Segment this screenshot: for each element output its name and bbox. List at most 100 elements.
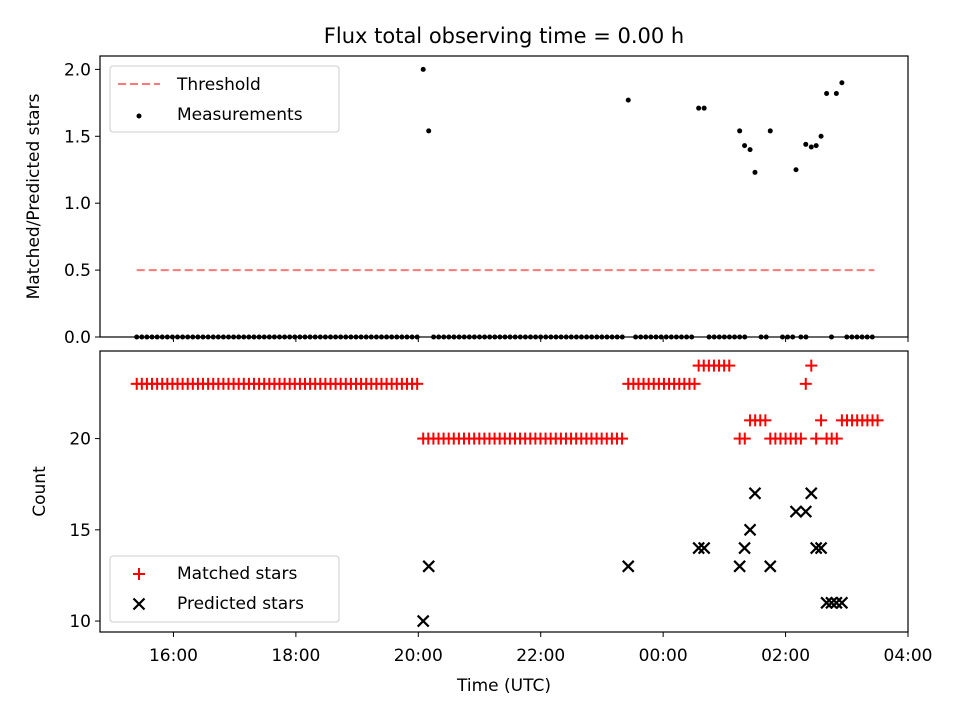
count-legend-box: [109, 555, 340, 623]
measurement-point: [737, 128, 743, 134]
count-y-axis-label: Count: [30, 466, 50, 517]
count-x-tick-label: 16:00: [149, 646, 198, 666]
predicted-star-point: [835, 596, 849, 610]
measurement-point: [813, 143, 819, 149]
predicted-star-point: [799, 505, 813, 518]
measurement-point: [793, 167, 799, 173]
predicted-star-point-b: [820, 596, 833, 610]
measurement-point: [767, 128, 773, 134]
measurement-point: [742, 143, 748, 149]
predicted-star-point-b: [748, 487, 762, 500]
predicted-star-point-b: [789, 505, 803, 518]
predicted-star-point: [789, 505, 803, 518]
ratio-y-tick-label: 1.5: [64, 127, 91, 147]
ratio-y-tick-label: 1.0: [64, 194, 91, 214]
predicted-star-point-b: [733, 560, 746, 573]
predicted-star-point-b: [835, 596, 849, 610]
ratio-y-tick-label: 0.5: [64, 261, 91, 281]
ratio-y-ticks: 0.0 0.5 1.0 1.5 2.0: [64, 60, 100, 348]
predicted-star-point-b: [416, 614, 430, 628]
predicted-star-point-b: [422, 560, 435, 573]
predicted-star-point-b: [692, 541, 705, 555]
count-x-tick-label: 00:00: [639, 646, 688, 666]
chart-title: Flux total observing time = 0.00 h: [324, 24, 684, 48]
count-x-ticks: 16:00 18:00 20:00 22:00 00:00 02:00 04:00: [149, 632, 933, 666]
matched-star-point: [799, 377, 812, 390]
measurement-point: [824, 90, 830, 96]
matched-star-point: [810, 432, 823, 445]
matched-star-point: [688, 377, 701, 390]
measurement-point: [420, 66, 426, 72]
measurement-point: [839, 80, 845, 86]
count-panel: 10 15 20 16:00 18:00 20:00 22:00 00:00 02:00 04:…: [30, 350, 933, 696]
measurement-point: [747, 147, 753, 153]
count-y-tick-label: 20: [69, 430, 91, 450]
predicted-star-point: [830, 596, 843, 610]
x-axis-label: Time (UTC): [456, 676, 551, 696]
legend-threshold-label: Threshold: [176, 75, 261, 95]
predicted-star-point: [697, 541, 711, 555]
predicted-star-point-b: [621, 560, 635, 573]
legend-matched-swatch: [133, 568, 145, 580]
legend-predicted-swatch: [132, 597, 146, 611]
predicted-star-point: [809, 541, 823, 555]
ratio-y-tick-label: 2.0: [64, 60, 91, 80]
count-axes-frame: [99, 350, 909, 633]
count-y-tick-label: 10: [69, 612, 91, 632]
legend-matched-label: Matched stars: [177, 564, 297, 584]
measurement-point: [818, 133, 824, 139]
predicted-star-point: [743, 523, 757, 537]
predicted-star-point-b: [814, 541, 828, 555]
measurement-point: [625, 97, 631, 103]
ratio-legend: Threshold Measurements: [109, 65, 340, 133]
predicted-star-point-b: [809, 541, 823, 555]
measurement-point: [701, 105, 707, 111]
predicted-star-point: [733, 560, 746, 573]
matched-star-point: [805, 359, 818, 372]
count-x-tick-label: 02:00: [761, 646, 810, 666]
predicted-star-point: [738, 541, 751, 555]
ratio-legend-box: [109, 65, 340, 133]
measurement-point: [696, 105, 702, 111]
measurement-point: [833, 90, 839, 96]
count-x-tick-label: 04:00: [884, 646, 933, 666]
matched-star-point: [723, 359, 736, 372]
ratio-y-axis-label: Matched/Predicted stars: [24, 93, 44, 299]
predicted-star-point-b: [697, 541, 711, 555]
matched-star-point: [830, 432, 843, 445]
ratio-x-ticks: [172, 337, 909, 342]
predicted-star-point-b: [799, 505, 813, 518]
measurement-point: [808, 144, 814, 150]
predicted-star-point: [416, 614, 430, 628]
predicted-star-point: [805, 487, 818, 500]
measurement-point: [803, 141, 809, 147]
predicted-star-point-b: [825, 596, 838, 610]
count-legend: Matched stars Predicted stars: [109, 555, 340, 623]
count-x-tick-label: 22:00: [516, 646, 565, 666]
legend-predicted-label: Predicted stars: [177, 594, 304, 614]
predicted-star-point: [748, 487, 762, 500]
ratio-panel: 0.00.51.01.52.0 Matched/Predicted stars …: [24, 55, 909, 348]
predicted-star-point: [621, 560, 635, 573]
ratio-axes-frame: [99, 55, 909, 338]
matched-star-point: [759, 414, 772, 427]
predicted-star-point: [763, 560, 777, 573]
matched-star-point: [815, 414, 828, 427]
matched-star-point: [616, 432, 629, 445]
predicted-star-point: [825, 596, 838, 610]
count-x-tick-label: 18:00: [271, 646, 320, 666]
legend-predicted-marker: [132, 597, 146, 611]
count-y-tick-label: 15: [69, 521, 91, 541]
count-plot-area: [130, 359, 884, 628]
predicted-star-point-b: [805, 487, 818, 500]
predicted-star-point-b: [738, 541, 751, 555]
measurement-point: [426, 128, 432, 134]
legend-matched-marker: [133, 568, 145, 580]
legend-measurements-swatch: [136, 113, 142, 119]
legend-predicted-marker-b: [132, 597, 146, 611]
count-y-ticks: 10 15 20: [69, 430, 100, 632]
matched-star-point: [738, 432, 751, 445]
predicted-star-point-b: [763, 560, 777, 573]
predicted-star-point: [814, 541, 828, 555]
